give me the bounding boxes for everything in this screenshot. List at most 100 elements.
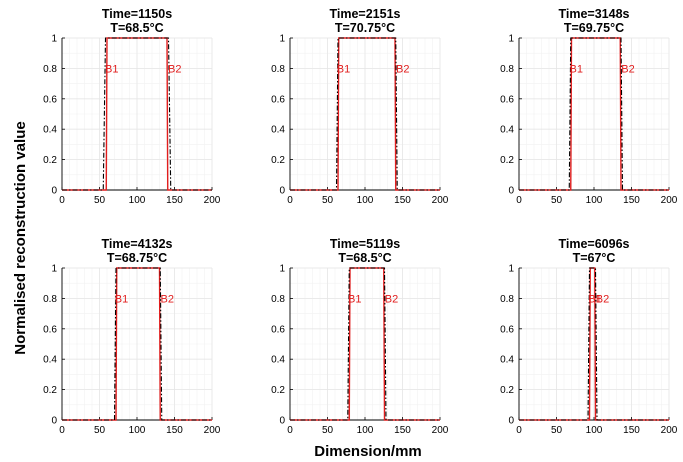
reference-line <box>290 37 440 191</box>
y-tick-label: 1 <box>51 264 57 275</box>
y-tick-label: 0.2 <box>271 155 285 166</box>
reference-line <box>519 37 669 191</box>
boundary-label-b1: B1 <box>115 293 128 305</box>
x-tick-label: 150 <box>623 425 640 436</box>
x-tick-label: 200 <box>204 425 221 436</box>
subplot-title-temperature: T=69.75°C <box>564 21 624 35</box>
x-tick-label: 100 <box>129 425 146 436</box>
y-tick-label: 0 <box>279 186 285 197</box>
y-tick-label: 0 <box>279 416 285 427</box>
y-tick-label: 0.8 <box>43 294 57 305</box>
x-tick-label: 100 <box>357 425 374 436</box>
x-tick-label: 0 <box>59 195 65 206</box>
x-tick-label: 100 <box>586 195 603 206</box>
subplot-1: 0 50 100 150 200 0 0.2 0.4 0.6 0.8 1 B1 B2 Time=1150s… <box>43 7 221 206</box>
reference-line <box>62 37 212 191</box>
x-tick-label: 200 <box>204 195 221 206</box>
subplot-5: 0 50 100 150 200 0 0.2 0.4 0.6 0.8 1 B1 B2 Time=5119s… <box>271 237 449 436</box>
subplot-title-time: Time=2151s <box>329 7 400 21</box>
y-tick-label: 1 <box>51 34 57 45</box>
subplot-2: 0 50 100 150 200 0 0.2 0.4 0.6 0.8 1 B1 B2 Time=2151s… <box>271 7 449 206</box>
subplot-title-temperature: T=68.5°C <box>110 21 163 35</box>
boundary-label-b1: B1 <box>588 293 601 305</box>
x-tick-label: 200 <box>432 425 449 436</box>
x-tick-label: 150 <box>394 195 411 206</box>
boundary-label-b1: B1 <box>348 293 361 305</box>
y-tick-label: 0.6 <box>500 324 514 335</box>
y-tick-label: 0.8 <box>500 294 514 305</box>
x-tick-label: 0 <box>59 425 65 436</box>
x-tick-label: 50 <box>551 425 563 436</box>
subplot-title-temperature: T=67°C <box>573 251 616 265</box>
y-tick-label: 0.6 <box>271 324 285 335</box>
boundary-label-b2: B2 <box>385 293 398 305</box>
x-tick-label: 200 <box>432 195 449 206</box>
boundary-label-b2: B2 <box>161 293 174 305</box>
y-tick-label: 0.6 <box>500 94 514 105</box>
boundary-label-b1: B1 <box>337 63 350 75</box>
y-tick-label: 0 <box>508 416 514 427</box>
y-tick-label: 0 <box>51 416 57 427</box>
reference-line <box>290 267 440 421</box>
y-tick-label: 0.2 <box>43 155 57 166</box>
x-tick-label: 200 <box>661 425 678 436</box>
reference-line <box>62 267 212 421</box>
y-tick-label: 0.4 <box>500 355 514 366</box>
x-tick-label: 50 <box>94 425 106 436</box>
subplot-title-time: Time=1150s <box>102 7 172 21</box>
x-tick-label: 200 <box>661 195 678 206</box>
y-tick-label: 1 <box>508 264 514 275</box>
x-tick-label: 100 <box>129 195 146 206</box>
y-tick-label: 0 <box>51 186 57 197</box>
x-tick-label: 50 <box>322 425 334 436</box>
y-tick-label: 0.4 <box>43 125 57 136</box>
y-tick-label: 0.4 <box>271 355 285 366</box>
x-tick-label: 100 <box>586 425 603 436</box>
x-tick-label: 50 <box>551 195 563 206</box>
subplot-title-temperature: T=70.75°C <box>335 21 395 35</box>
x-tick-label: 100 <box>357 195 374 206</box>
boundary-label-b2: B2 <box>396 63 409 75</box>
subplot-title-time: Time=4132s <box>101 237 172 251</box>
x-tick-label: 150 <box>623 195 640 206</box>
y-tick-label: 0.6 <box>271 94 285 105</box>
y-tick-label: 0.2 <box>500 385 514 396</box>
y-tick-label: 0.4 <box>271 125 285 136</box>
y-tick-label: 0.4 <box>43 355 57 366</box>
subplot-title-time: Time=3148s <box>558 7 629 21</box>
subplot-3: 0 50 100 150 200 0 0.2 0.4 0.6 0.8 1 B1 B2 Time=3148s… <box>500 7 678 206</box>
x-tick-label: 150 <box>166 195 183 206</box>
y-tick-label: 0.4 <box>500 125 514 136</box>
y-tick-label: 0.8 <box>500 64 514 75</box>
reference-line <box>519 267 669 421</box>
y-tick-label: 0.8 <box>271 64 285 75</box>
y-tick-label: 0.2 <box>43 385 57 396</box>
y-tick-label: 0.2 <box>500 155 514 166</box>
subplot-title-temperature: T=68.5°C <box>338 251 391 265</box>
x-axis-label: Dimension/mm <box>314 443 422 460</box>
x-tick-label: 0 <box>516 425 522 436</box>
subplot-title-temperature: T=68.75°C <box>107 251 167 265</box>
y-tick-label: 0.6 <box>43 94 57 105</box>
x-tick-label: 0 <box>516 195 522 206</box>
y-tick-label: 1 <box>279 264 285 275</box>
y-tick-label: 1 <box>279 34 285 45</box>
boundary-label-b1: B1 <box>105 63 118 75</box>
y-tick-label: 0 <box>508 186 514 197</box>
subplot-title-time: Time=5119s <box>330 237 400 251</box>
subplot-title-time: Time=6096s <box>558 237 629 251</box>
y-tick-label: 0.8 <box>43 64 57 75</box>
y-tick-label: 0.8 <box>271 294 285 305</box>
boundary-label-b2: B2 <box>596 293 609 305</box>
x-tick-label: 50 <box>94 195 106 206</box>
y-tick-label: 1 <box>508 34 514 45</box>
boundary-label-b2: B2 <box>168 63 181 75</box>
boundary-label-b2: B2 <box>621 63 634 75</box>
x-tick-label: 150 <box>394 425 411 436</box>
y-tick-label: 0.2 <box>271 385 285 396</box>
boundary-label-b1: B1 <box>570 63 583 75</box>
subplot-4: 0 50 100 150 200 0 0.2 0.4 0.6 0.8 1 B1 B2 Time=4132s… <box>43 237 221 436</box>
